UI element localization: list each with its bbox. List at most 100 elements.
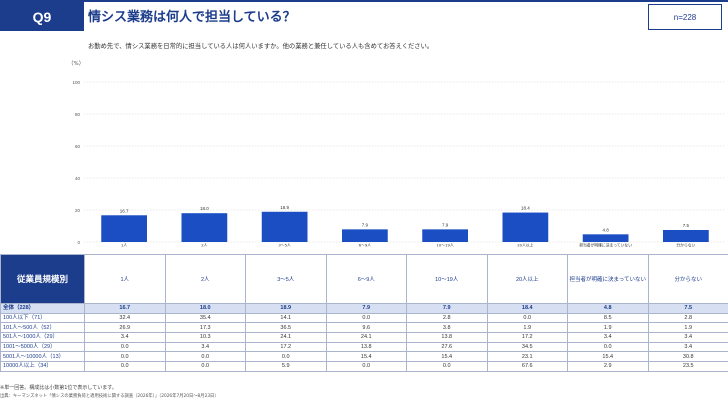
page-title: 情シス業務は何人で担当している？ [88, 10, 296, 25]
table-cell: 9.6 [325, 322, 407, 334]
x-tick-label-4: 10〜19人 [436, 243, 453, 248]
table-cell: 7.9 [325, 303, 407, 314]
header-rule [0, 0, 728, 2]
table-cell: 17.2 [486, 332, 568, 343]
column-header-5: 20人以上 [486, 254, 568, 304]
bar-7 [663, 230, 709, 242]
question-text: お勤め先で、情シス業務を日常的に担当している人は何人いますか。他の業務と兼任して… [88, 43, 434, 50]
table-row: 100人以下（71） 32.4 35.4 14.1 0.0 2.8 0.0 8.5 2.8 [0, 312, 728, 324]
table-row: 10000人以上（34） 0.0 0.0 5.9 0.0 0.0 67.6 2.9 23.5 [0, 361, 728, 372]
table-cell: 23.1 [486, 351, 568, 363]
table-cell: 3.4 [647, 341, 728, 353]
bar-value-label-4: 7.9 [442, 222, 449, 227]
table-cell: 2.8 [647, 312, 728, 324]
y-tick-label-4: 80 [75, 112, 81, 117]
bar-1 [181, 213, 228, 242]
table-cell: 10.3 [164, 332, 246, 343]
table-cell: 15.4 [325, 351, 407, 363]
table-cell: 23.5 [647, 361, 728, 372]
row-label: 10000人以上（34） [0, 361, 85, 372]
source-note: 出典：キーマンズネット「情シスの業務負荷と適用技術に関する調査（2026年）」（… [0, 394, 219, 399]
row-label: 501人〜1000人（29） [0, 332, 85, 343]
x-tick-label-5: 20人以上 [517, 243, 533, 248]
bar-0 [101, 215, 147, 242]
table-cell: 3.4 [84, 332, 166, 343]
bar-value-label-6: 4.8 [602, 227, 609, 232]
table-cell: 14.1 [245, 312, 327, 324]
table-cell: 0.0 [164, 361, 246, 372]
x-tick-label-0: 1人 [121, 243, 127, 248]
table-cell: 0.0 [164, 351, 246, 363]
table-cell: 3.4 [647, 332, 728, 343]
column-header-4: 10〜19人 [406, 254, 488, 304]
breakdown-table: 従業員規模別 1人 2人 3〜5人 6〜9人 10〜19人 20人以上 担当者が明確に決まって… [0, 254, 728, 372]
column-header-1: 2人 [164, 254, 246, 304]
bar-4 [422, 229, 468, 242]
bar-value-label-5: 18.4 [521, 206, 530, 211]
table-cell: 18.4 [486, 303, 568, 314]
table-row: 101人〜500人（52） 26.9 17.3 36.5 9.6 3.8 1.9 1.9 1.9 [0, 322, 728, 334]
table-cell: 67.6 [486, 361, 568, 372]
y-unit-label: （%） [68, 61, 85, 67]
table-cell: 1.9 [567, 322, 649, 334]
table-cell: 16.7 [84, 303, 166, 314]
bar-2 [261, 211, 308, 242]
table-cell: 17.3 [164, 322, 246, 334]
table-cell: 1.9 [486, 322, 568, 334]
table-cell: 32.4 [84, 312, 166, 324]
table-cell: 4.8 [567, 303, 649, 314]
table-row: 1001〜5000人（29） 0.0 3.4 17.2 13.8 27.6 34.5 0.0 3… [0, 341, 728, 353]
table-cell: 0.0 [406, 361, 488, 372]
table-cell: 3.4 [164, 341, 246, 353]
bar-value-label-1: 18.0 [200, 206, 209, 211]
table-cell: 0.0 [325, 312, 407, 324]
table-cell: 0.0 [84, 351, 166, 363]
column-header-2: 3〜5人 [245, 254, 327, 304]
row-label: 1001〜5000人（29） [0, 341, 85, 353]
row-label: 全体（228） [0, 303, 85, 314]
table-cell: 18.9 [245, 303, 327, 314]
table-cell: 26.9 [84, 322, 166, 334]
table-cell: 18.0 [164, 303, 246, 314]
table-cell: 17.2 [245, 341, 327, 353]
column-header-7: 分からない [647, 254, 728, 304]
x-tick-label-6: 担当者が明確に決まっていない [579, 243, 632, 248]
footnote: ※単一回答。構成比は小数第1位で表示しています。 [0, 385, 117, 391]
table-cell: 27.6 [406, 341, 488, 353]
table-cell: 0.0 [567, 341, 649, 353]
bar-3 [342, 229, 388, 242]
table-cell: 0.0 [325, 361, 407, 372]
bar-value-label-3: 7.9 [362, 222, 369, 227]
table-cell: 0.0 [84, 361, 166, 372]
column-header-0: 1人 [84, 254, 166, 304]
sample-size-box: n=228 [648, 4, 722, 30]
bar-chart: 0 20 40 60 80 100 16.7 1人 18.0 2人 18.9 3〜5人 7.9 6〜9人 7… [72, 80, 726, 248]
table-cell: 2.8 [406, 312, 488, 324]
x-tick-label-1: 2人 [201, 243, 207, 248]
question-badge: Q9 [0, 2, 84, 31]
table-cell: 1.9 [647, 322, 728, 334]
y-tick-label-3: 60 [75, 144, 81, 149]
bar-5 [502, 212, 549, 242]
x-tick-label-3: 6〜9人 [359, 243, 372, 248]
table-cell: 15.4 [567, 351, 649, 363]
y-tick-label-2: 40 [75, 176, 81, 181]
table-cell: 0.0 [486, 312, 568, 324]
table-cell: 34.5 [486, 341, 568, 353]
table-cell: 24.1 [245, 332, 327, 343]
table-row: 全体（228） 16.7 18.0 18.9 7.9 7.9 18.4 4.8 7.5 [0, 303, 728, 314]
table-cell: 2.9 [567, 361, 649, 372]
row-label: 5001人〜10000人（13） [0, 351, 85, 363]
row-label: 101人〜500人（52） [0, 322, 85, 334]
table-cell: 3.8 [406, 322, 488, 334]
y-tick-label-0: 0 [77, 240, 80, 245]
table-cell: 0.0 [245, 351, 327, 363]
column-header-3: 6〜9人 [325, 254, 407, 304]
table-cell: 8.5 [567, 312, 649, 324]
column-header-6: 担当者が明確に決まっていない [567, 254, 649, 304]
y-tick-label-1: 20 [75, 208, 81, 213]
bar-value-label-0: 16.7 [120, 208, 129, 213]
bar-6 [582, 234, 629, 242]
bar-value-label-2: 18.9 [280, 205, 289, 210]
table-cell: 0.0 [84, 341, 166, 353]
